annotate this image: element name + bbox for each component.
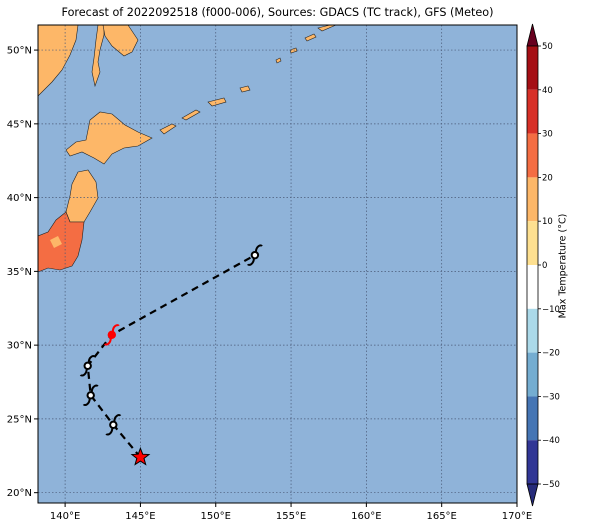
typhoon-symbol-highlight-icon bbox=[103, 324, 120, 346]
colorbar-label: Max Temperature (°C) bbox=[557, 213, 569, 319]
colorbar-band bbox=[527, 440, 538, 484]
colorbar-band bbox=[527, 46, 538, 90]
colorbar-extend-max bbox=[526, 23, 539, 47]
colorbar-band bbox=[527, 221, 538, 265]
typhoon-symbol-icon bbox=[82, 384, 99, 407]
lat-tick-label: 50°N bbox=[7, 46, 32, 57]
colorbar-band bbox=[527, 89, 538, 134]
colorbar-band bbox=[527, 352, 538, 397]
ocean bbox=[38, 25, 517, 503]
land bbox=[37, 24, 337, 273]
colorbar-band bbox=[527, 133, 538, 178]
honshu-inland bbox=[50, 236, 62, 248]
colorbar-band bbox=[527, 308, 538, 353]
lat-tick-label: 40°N bbox=[7, 193, 32, 204]
colorbar-tick-label: 50 bbox=[542, 42, 553, 52]
lat-tick-label: 30°N bbox=[7, 341, 32, 352]
lon-tick-label: 160°E bbox=[351, 511, 381, 522]
colorbar-tick-label: 30 bbox=[542, 130, 553, 140]
lat-tick-label: 45°N bbox=[7, 119, 32, 130]
kamchatka-tip bbox=[102, 24, 139, 57]
lat-tick-label: 20°N bbox=[7, 488, 32, 499]
typhoon-symbol-icon bbox=[105, 414, 122, 436]
colorbar-tick-label: −50 bbox=[542, 480, 560, 490]
colorbar-tick-label: 10 bbox=[542, 217, 553, 227]
graticule bbox=[38, 25, 517, 503]
lon-tick-label: 150°E bbox=[201, 511, 231, 522]
colorbar-tick-label: 20 bbox=[542, 173, 553, 183]
lon-tick-label: 140°E bbox=[50, 511, 80, 522]
map-axes: 140°E 145°E 150°E 155°E 160°E 165°E 170°E 20°N 2… bbox=[7, 46, 532, 522]
colorbar-band bbox=[527, 177, 538, 222]
lon-tick-label: 165°E bbox=[426, 511, 456, 522]
colorbar-tick-label: −10 bbox=[542, 305, 560, 315]
map-frame bbox=[37, 24, 518, 504]
colorbar-tick-label: −30 bbox=[542, 392, 560, 402]
typhoon-symbol-icon bbox=[79, 355, 96, 377]
lon-tick-label: 155°E bbox=[276, 511, 306, 522]
lat-tick-label: 35°N bbox=[7, 267, 32, 278]
russia-mainland bbox=[37, 24, 79, 97]
storm-track-symbols bbox=[79, 244, 263, 466]
lon-tick-label: 145°E bbox=[125, 511, 155, 522]
map-title: Forecast of 2022092518 (f000-006), Sourc… bbox=[61, 6, 494, 19]
hokkaido-island bbox=[65, 111, 153, 165]
colorbar-tick-label: −20 bbox=[542, 349, 560, 359]
lat-tick-label: 25°N bbox=[7, 414, 32, 425]
colorbar-tick-label: 0 bbox=[542, 261, 547, 271]
typhoon-symbol-icon bbox=[247, 244, 263, 266]
colorbar-tick-label: −40 bbox=[542, 436, 560, 446]
colorbar-tick-label: 40 bbox=[542, 86, 553, 96]
current-position-star-icon bbox=[130, 446, 151, 466]
lon-tick-label: 170°E bbox=[502, 511, 532, 522]
colorbar-band bbox=[527, 396, 538, 441]
kuril-islands bbox=[159, 24, 337, 135]
colorbar-extend-min bbox=[526, 483, 539, 507]
colorbar: 50 40 30 20 10 0 −10 −20 −30 −40 −50 bbox=[526, 23, 560, 507]
colorbar-band bbox=[527, 265, 538, 309]
